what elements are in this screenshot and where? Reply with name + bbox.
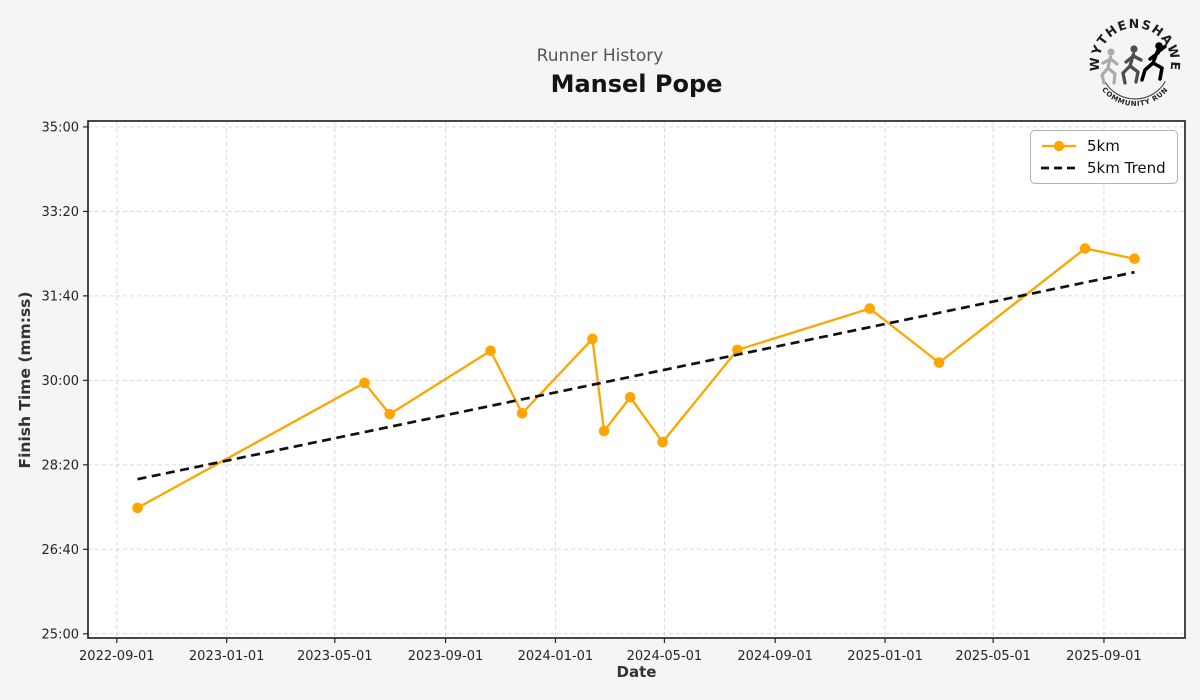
legend: 5km 5km Trend: [1030, 130, 1178, 184]
x-tick-label: 2025-05-01: [955, 649, 1031, 664]
data-point-marker: [1129, 253, 1140, 264]
legend-item-5km: 5km: [1040, 137, 1168, 155]
y-tick-label: 25:00: [42, 627, 79, 642]
plot-border: [87, 120, 1186, 639]
runner-silhouette-middle-icon: [1121, 45, 1143, 85]
runner-silhouette-left-icon: [1100, 48, 1119, 85]
series-line-5km: [136, 247, 1135, 509]
data-point-marker: [132, 502, 143, 514]
data-point-marker: [933, 357, 945, 368]
logo-top-text: WYTHENSHAWE: [1087, 16, 1183, 72]
data-point-marker: [359, 377, 370, 389]
y-tick-label: 28:20: [42, 458, 79, 473]
legend-trend-marker-icon: [1041, 166, 1077, 170]
runner-silhouette-right-icon: [1140, 42, 1167, 82]
data-point-marker: [864, 303, 876, 314]
data-point-marker: [657, 436, 668, 448]
data-point-marker: [485, 345, 496, 357]
x-tick-label: 2024-09-01: [737, 649, 813, 664]
data-point-marker: [1079, 243, 1091, 254]
legend-label-5km: 5km: [1087, 137, 1120, 156]
x-axis-label: Date: [616, 663, 657, 681]
y-tick-label: 35:00: [42, 120, 79, 135]
legend-label-5km-trend: 5km Trend: [1087, 158, 1166, 177]
data-point-marker: [516, 407, 528, 419]
y-tick-label: 33:20: [42, 205, 79, 220]
legend-item-5km-trend: 5km Trend: [1040, 159, 1168, 177]
x-tick-label: 2025-01-01: [847, 649, 923, 664]
logo-ring-arc: [1104, 81, 1166, 100]
x-tick-label: 2024-05-01: [627, 649, 703, 664]
data-point-marker: [587, 333, 598, 345]
chart-subtitle: Runner History: [536, 46, 664, 66]
plot-area: [88, 121, 1185, 638]
y-tick-label: 30:00: [42, 374, 79, 389]
y-axis-label: Finish Time (mm:ss): [16, 291, 34, 469]
x-tick-label: 2023-05-01: [297, 649, 373, 664]
data-point-marker: [384, 408, 396, 420]
y-tick-label: 31:40: [42, 289, 79, 304]
x-tick-label: 2025-09-01: [1066, 649, 1142, 664]
data-point-marker: [624, 391, 636, 403]
trend-line: [137, 270, 1135, 481]
data-point-marker: [732, 344, 743, 356]
y-tick-label: 26:40: [42, 543, 79, 558]
chart-title: Mansel Pope: [550, 70, 723, 98]
x-tick-label: 2023-09-01: [408, 649, 484, 664]
community-run-logo: WYTHENSHAWE COMMUNITY RUN: [1087, 16, 1183, 108]
x-tick-label: 2024-01-01: [518, 649, 594, 664]
data-point-marker: [598, 425, 610, 437]
x-tick-label: 2023-01-01: [189, 649, 265, 664]
legend-5km-marker-icon: [1042, 141, 1076, 152]
x-tick-label: 2022-09-01: [79, 649, 155, 664]
